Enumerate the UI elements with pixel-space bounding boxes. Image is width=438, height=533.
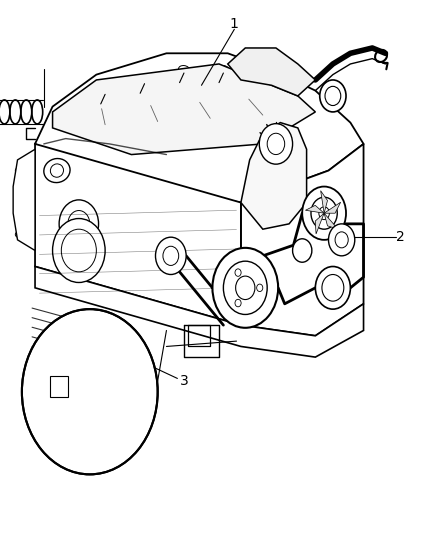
Circle shape: [59, 200, 99, 248]
Circle shape: [155, 237, 186, 274]
Polygon shape: [315, 213, 324, 234]
Ellipse shape: [10, 100, 21, 124]
Ellipse shape: [0, 100, 10, 124]
Polygon shape: [324, 213, 338, 229]
Circle shape: [311, 197, 337, 229]
Circle shape: [319, 207, 329, 220]
Circle shape: [293, 239, 312, 262]
Polygon shape: [35, 266, 364, 357]
Ellipse shape: [375, 50, 387, 62]
Circle shape: [235, 300, 241, 307]
Circle shape: [322, 274, 344, 301]
Polygon shape: [228, 48, 315, 96]
Polygon shape: [324, 202, 341, 213]
Circle shape: [328, 224, 355, 256]
Ellipse shape: [44, 158, 70, 183]
Polygon shape: [321, 191, 328, 213]
Text: 1: 1: [230, 17, 239, 31]
Circle shape: [320, 80, 346, 112]
Circle shape: [22, 309, 158, 474]
Polygon shape: [241, 144, 364, 336]
Ellipse shape: [21, 100, 32, 124]
Circle shape: [223, 261, 267, 314]
Ellipse shape: [50, 164, 64, 177]
Circle shape: [267, 133, 285, 155]
Circle shape: [163, 246, 179, 265]
Circle shape: [68, 211, 90, 237]
Circle shape: [325, 86, 341, 106]
Ellipse shape: [32, 100, 43, 124]
Polygon shape: [35, 144, 241, 325]
Circle shape: [61, 229, 96, 272]
Circle shape: [257, 284, 263, 292]
Circle shape: [53, 219, 105, 282]
Circle shape: [236, 276, 255, 300]
Polygon shape: [13, 149, 35, 251]
Circle shape: [235, 269, 241, 276]
Bar: [50, 376, 68, 397]
Circle shape: [259, 124, 293, 164]
Circle shape: [315, 266, 350, 309]
Circle shape: [335, 232, 348, 248]
Circle shape: [212, 248, 278, 328]
Text: 3: 3: [180, 374, 188, 388]
Circle shape: [302, 187, 346, 240]
Polygon shape: [53, 64, 315, 155]
Polygon shape: [241, 123, 307, 229]
Polygon shape: [35, 53, 364, 203]
Polygon shape: [305, 205, 324, 213]
Text: 2: 2: [396, 230, 405, 244]
